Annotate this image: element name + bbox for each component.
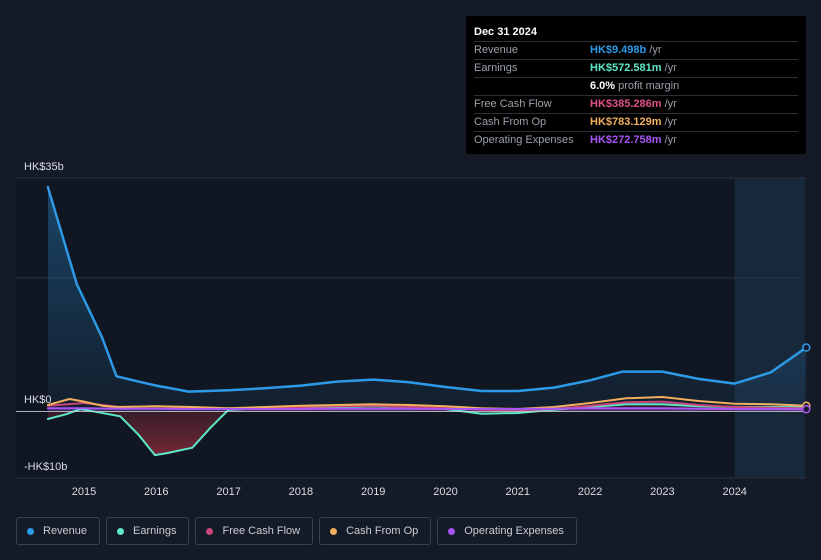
- tooltip-row-value: 6.0%: [590, 80, 616, 92]
- legend-label: Earnings: [133, 525, 177, 537]
- legend-label: Cash From Op: [346, 525, 419, 537]
- cash-from-op-line: [46, 396, 808, 410]
- legend-dot-icon: [330, 527, 338, 535]
- tooltip-row: Free Cash Flow HK$385.286m/yr: [474, 95, 798, 113]
- tooltip-row-value: HK$272.758m: [590, 134, 662, 146]
- tooltip-row-unit: /yr: [664, 116, 677, 128]
- operating-expenses-line: [46, 407, 808, 411]
- tooltip-row: 6.0% profit margin: [474, 77, 798, 95]
- tooltip-row-unit: /yr: [664, 62, 677, 74]
- x-tick-label: 2024: [722, 486, 746, 498]
- y-tick-label: HK$0: [24, 394, 52, 406]
- highlight-region: [734, 178, 805, 478]
- tooltip-row-label: [474, 78, 590, 95]
- chart-legend: Revenue Earnings Free Cash Flow Cash From O…: [16, 517, 577, 545]
- x-tick-label: 2017: [216, 486, 240, 498]
- revenue-endpoint: [802, 343, 811, 352]
- legend-dot-icon: [27, 527, 34, 535]
- x-tick-label: 2016: [144, 486, 168, 498]
- legend-item-free-cash-flow[interactable]: Free Cash Flow: [195, 517, 314, 545]
- legend-dot-icon: [206, 527, 214, 535]
- x-tick-label: 2023: [650, 486, 674, 498]
- tooltip-row-label: Earnings: [474, 62, 518, 74]
- tooltip-row-value: HK$385.286m: [590, 98, 662, 110]
- x-tick-label: 2019: [361, 486, 385, 498]
- revenue-area: [47, 187, 807, 411]
- axis-labels: HK$35b HK$0 -HK$10b 2015 2016 2017 2018 2019 202…: [24, 161, 747, 498]
- tooltip-date: Dec 31 2024: [474, 26, 537, 38]
- series-lines: [16, 185, 811, 457]
- revenue-line: [46, 185, 808, 393]
- x-tick-label: 2015: [72, 486, 96, 498]
- tooltip-row-label: Free Cash Flow: [474, 98, 552, 110]
- y-tick-label: HK$35b: [24, 161, 64, 173]
- data-tooltip: Dec 31 2024 Revenue HK$9.498b/yr Earnings H…: [466, 16, 806, 154]
- x-tick-label: 2022: [578, 486, 602, 498]
- tooltip-row-unit: /yr: [664, 134, 677, 146]
- tooltip-row-unit: profit margin: [618, 80, 680, 92]
- tooltip-row-label: Revenue: [474, 44, 519, 56]
- tooltip-row-label: Cash From Op: [474, 116, 547, 128]
- tooltip-row-value: HK$783.129m: [590, 116, 662, 128]
- legend-item-cash-from-op[interactable]: Cash From Op: [319, 517, 432, 545]
- grid: [16, 177, 805, 479]
- plot-background: [16, 178, 805, 478]
- x-tick-label: 2021: [506, 486, 530, 498]
- x-tick-label: 2020: [433, 486, 457, 498]
- operating-expenses-endpoint: [802, 404, 811, 414]
- y-tick-label: -HK$10b: [24, 461, 67, 473]
- x-tick-label: 2018: [289, 486, 313, 498]
- legend-label: Operating Expenses: [464, 525, 564, 537]
- tooltip-row: Operating Expenses HK$272.758m/yr: [474, 131, 798, 149]
- tooltip-row-unit: /yr: [649, 44, 662, 56]
- tooltip-row-unit: /yr: [664, 98, 677, 110]
- legend-label: Free Cash Flow: [222, 525, 301, 537]
- legend-label: Revenue: [43, 525, 88, 537]
- tooltip-row-label: Operating Expenses: [474, 134, 574, 146]
- legend-item-operating-expenses[interactable]: Operating Expenses: [437, 517, 577, 545]
- tooltip-row: Earnings HK$572.581m/yr: [474, 59, 798, 77]
- tooltip-row-value: HK$572.581m: [590, 62, 662, 74]
- tooltip-row-value: HK$9.498b: [590, 44, 647, 56]
- legend-item-revenue[interactable]: Revenue: [16, 517, 101, 545]
- tooltip-row: Revenue HK$9.498b/yr: [474, 41, 798, 59]
- legend-dot-icon: [117, 527, 125, 535]
- legend-dot-icon: [448, 527, 456, 535]
- tooltip-row: Cash From Op HK$783.129m/yr: [474, 113, 798, 131]
- legend-item-earnings[interactable]: Earnings: [106, 517, 190, 545]
